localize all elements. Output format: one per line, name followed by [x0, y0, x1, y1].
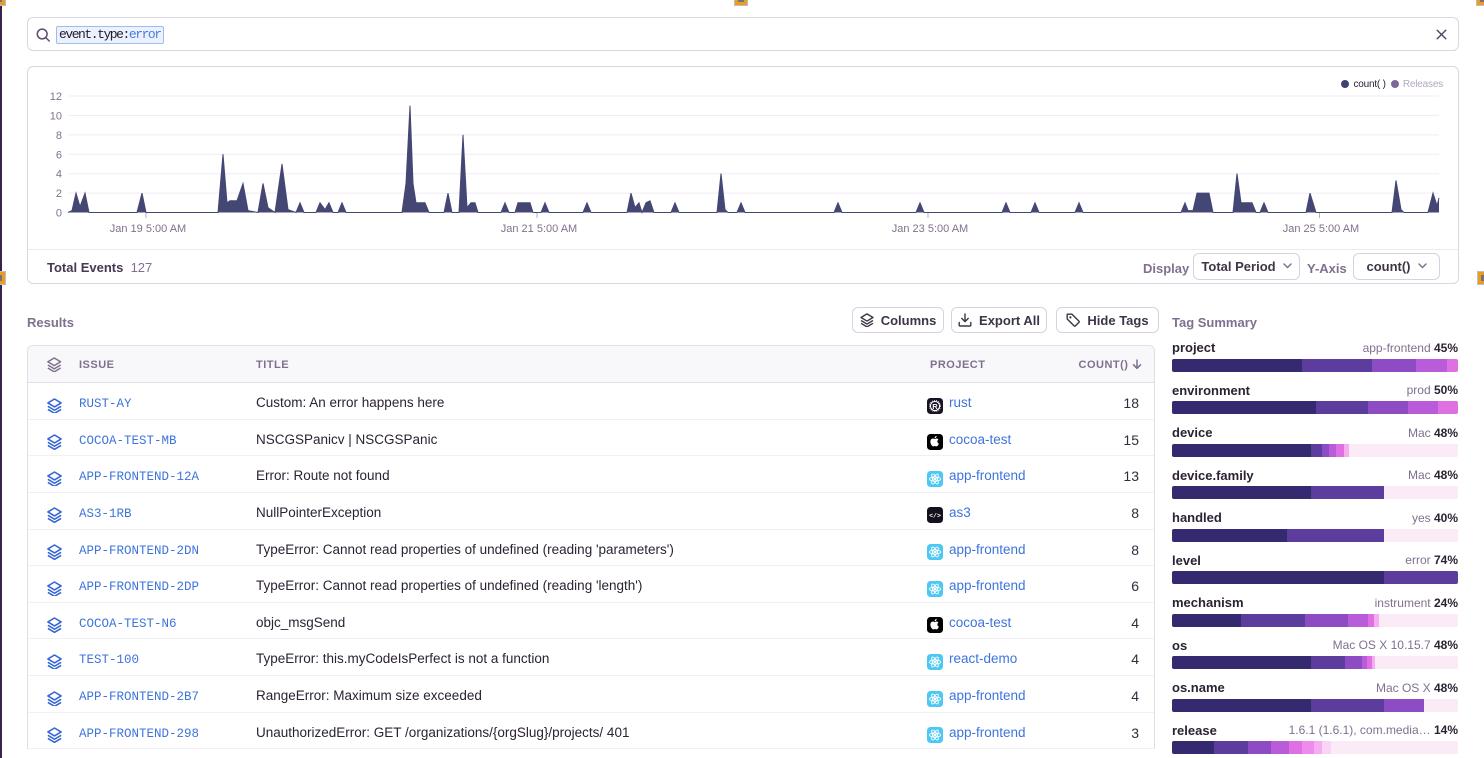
svg-text:Jan 25 5:00 AM: Jan 25 5:00 AM — [1283, 223, 1359, 235]
svg-text:10: 10 — [50, 110, 62, 122]
svg-text:</>: </> — [929, 513, 941, 520]
svg-text:8: 8 — [56, 130, 62, 142]
svg-text:Jan 21 5:00 AM: Jan 21 5:00 AM — [501, 223, 577, 235]
svg-text:4: 4 — [56, 169, 62, 181]
svg-text:12: 12 — [50, 91, 62, 103]
svg-text:Jan 19 5:00 AM: Jan 19 5:00 AM — [110, 223, 186, 235]
svg-text:Jan 23 5:00 AM: Jan 23 5:00 AM — [892, 223, 968, 235]
svg-text:2: 2 — [56, 188, 62, 200]
svg-text:0: 0 — [56, 208, 62, 220]
svg-text:6: 6 — [56, 149, 62, 161]
svg-text:R: R — [932, 401, 938, 410]
